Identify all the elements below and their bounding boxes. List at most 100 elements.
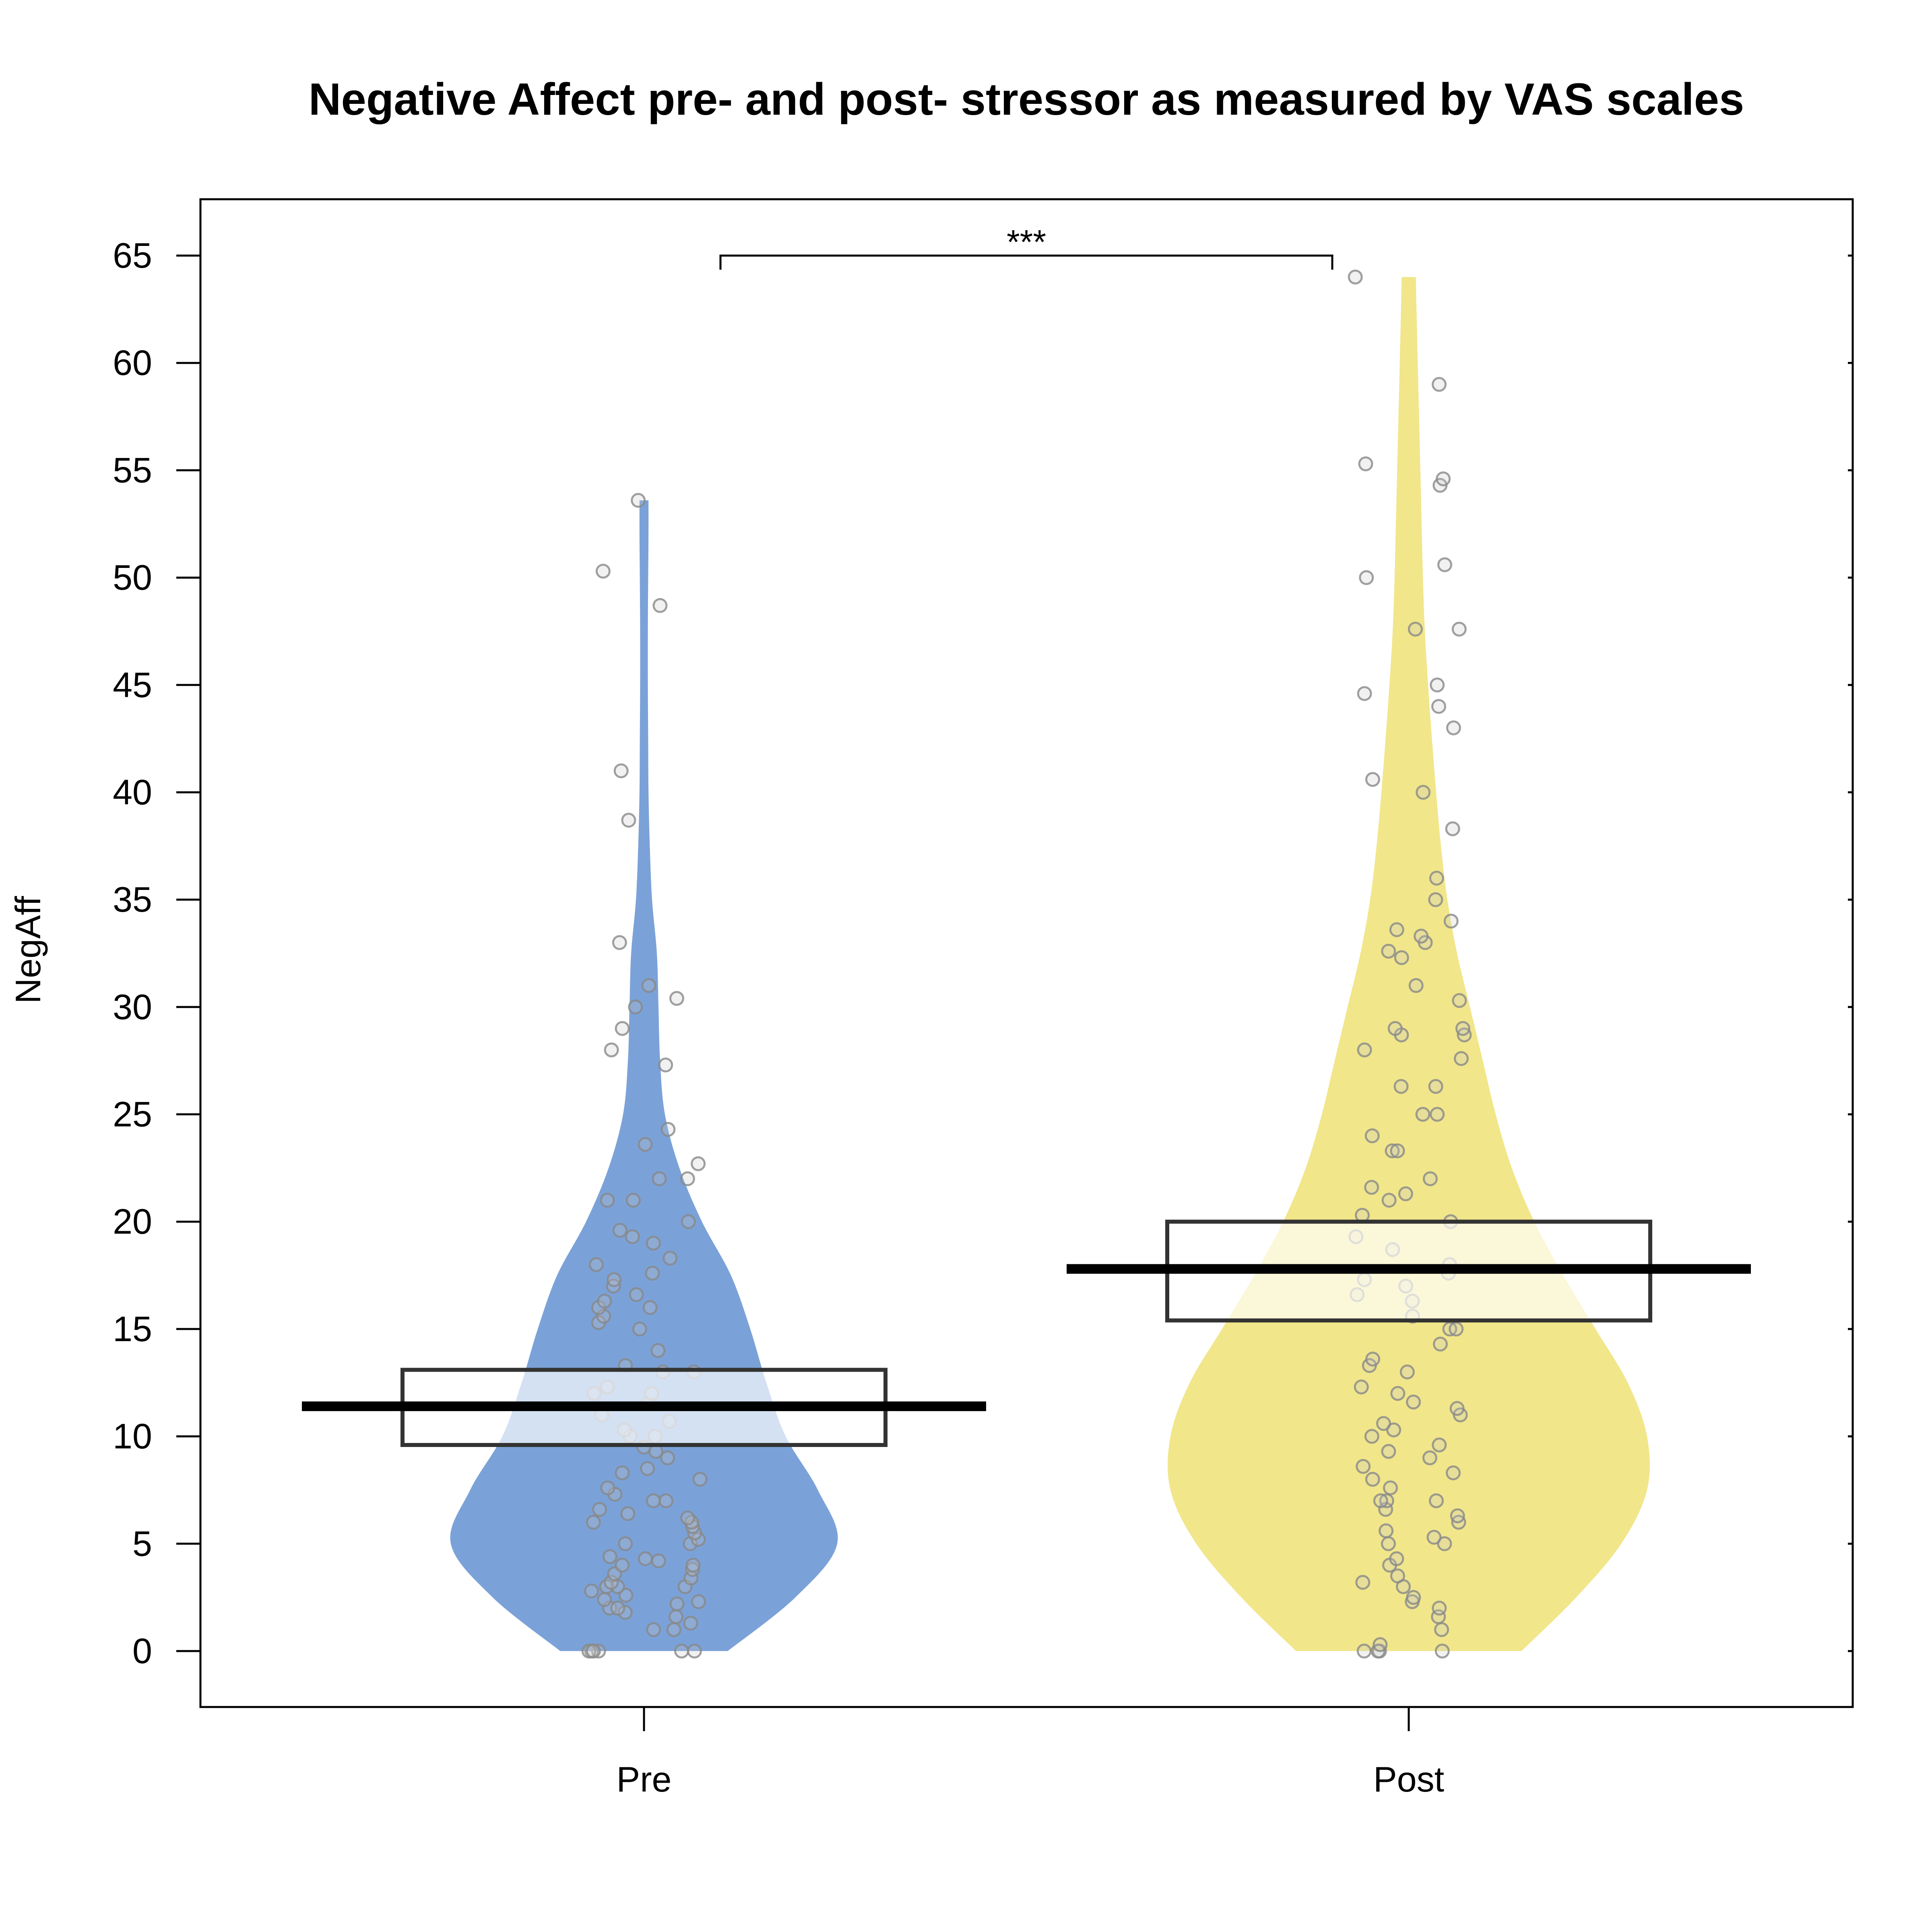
- data-point: [629, 1287, 644, 1302]
- data-point: [1381, 1536, 1396, 1551]
- data-point: [638, 1551, 653, 1567]
- data-point: [1443, 914, 1459, 929]
- data-point: [613, 763, 629, 778]
- data-point: [1355, 1575, 1371, 1590]
- data-point: [1357, 1042, 1372, 1057]
- data-point: [1437, 1536, 1452, 1551]
- data-point: [687, 1643, 702, 1659]
- data-point: [1428, 1079, 1443, 1094]
- data-point: [661, 1122, 676, 1137]
- y-tick-label: 20: [113, 1201, 152, 1241]
- data-point: [646, 1622, 661, 1637]
- data-point: [1373, 1493, 1388, 1509]
- data-point: [1449, 1321, 1464, 1337]
- data-point: [604, 1575, 619, 1590]
- data-point: [1356, 1459, 1371, 1474]
- violin-post: [1167, 277, 1650, 1651]
- data-point: [680, 1510, 695, 1525]
- data-point: [640, 1461, 655, 1476]
- data-point: [597, 1592, 612, 1607]
- data-point: [1433, 1336, 1448, 1352]
- y-tick-label: 55: [113, 450, 152, 490]
- data-point: [618, 1536, 633, 1551]
- data-point: [691, 1156, 706, 1171]
- data-point: [1414, 929, 1429, 944]
- data-point: [1431, 699, 1446, 714]
- data-point: [628, 999, 643, 1015]
- data-point: [607, 1272, 622, 1287]
- data-point: [612, 1223, 627, 1238]
- data-point: [691, 1594, 706, 1609]
- data-point: [1394, 950, 1409, 965]
- data-point: [1437, 557, 1452, 572]
- data-point: [586, 1643, 601, 1659]
- data-point: [1357, 686, 1372, 701]
- data-point: [658, 1057, 673, 1073]
- data-point: [625, 1229, 640, 1245]
- data-point: [669, 1609, 683, 1624]
- data-point: [615, 1558, 630, 1573]
- y-tick-label: 40: [113, 772, 152, 812]
- data-point: [669, 1596, 685, 1612]
- data-point: [1415, 1107, 1430, 1122]
- data-point: [602, 1549, 617, 1564]
- data-point: [1387, 1021, 1403, 1036]
- data-point: [1422, 1450, 1437, 1466]
- data-point: [612, 935, 627, 950]
- data-point: [610, 1600, 625, 1616]
- data-point: [680, 1171, 695, 1187]
- data-point: [1364, 1429, 1379, 1444]
- data-point: [685, 1558, 701, 1573]
- data-point: [660, 1450, 675, 1466]
- data-point: [1381, 1193, 1397, 1208]
- chart-title: Negative Affect pre- and post- stressor …: [309, 74, 1744, 124]
- data-point: [1446, 720, 1461, 735]
- data-point: [1358, 456, 1373, 471]
- data-point: [1383, 1480, 1398, 1496]
- y-tick-label: 65: [113, 235, 152, 275]
- y-tick-label: 10: [113, 1416, 152, 1456]
- y-tick-label: 60: [113, 343, 152, 383]
- data-point: [666, 1622, 681, 1637]
- data-point: [1399, 1364, 1415, 1380]
- data-point: [1450, 1508, 1465, 1523]
- y-tick-label: 15: [113, 1309, 152, 1349]
- data-point: [1365, 1352, 1380, 1367]
- data-point: [1348, 269, 1363, 285]
- data-point: [1429, 1493, 1444, 1509]
- data-point: [600, 1193, 615, 1208]
- data-point: [651, 1553, 666, 1569]
- data-point: [1385, 1143, 1400, 1158]
- data-point: [1373, 1637, 1388, 1652]
- data-point: [1436, 471, 1451, 487]
- data-point: [1364, 1128, 1380, 1144]
- data-point: [1354, 1379, 1369, 1395]
- data-point: [1432, 1600, 1447, 1616]
- y-tick-label: 25: [113, 1094, 152, 1134]
- data-point: [658, 1493, 674, 1509]
- data-point: [646, 1236, 661, 1251]
- x-tick-label: Post: [1373, 1759, 1444, 1799]
- data-point: [1432, 1437, 1447, 1453]
- data-point: [638, 1137, 653, 1152]
- data-point: [1379, 1523, 1394, 1538]
- data-point: [692, 1472, 708, 1487]
- ci-layer: [302, 1220, 1751, 1447]
- data-point: [592, 1502, 607, 1517]
- data-point: [595, 564, 611, 579]
- data-point: [663, 1251, 678, 1266]
- data-point: [581, 1643, 597, 1659]
- data-point: [683, 1616, 698, 1631]
- data-point: [621, 813, 636, 828]
- data-point: [617, 1605, 633, 1620]
- y-axis-label: NegAff: [8, 896, 48, 1004]
- significance-bracket: [719, 254, 1333, 270]
- data-point: [625, 1193, 641, 1208]
- data-point: [669, 991, 684, 1006]
- data-point: [1408, 978, 1424, 993]
- data-point: [1408, 621, 1423, 637]
- data-point: [1434, 1622, 1449, 1637]
- data-point: [588, 1257, 604, 1272]
- y-tick-label: 5: [132, 1523, 152, 1563]
- data-point: [632, 1321, 647, 1337]
